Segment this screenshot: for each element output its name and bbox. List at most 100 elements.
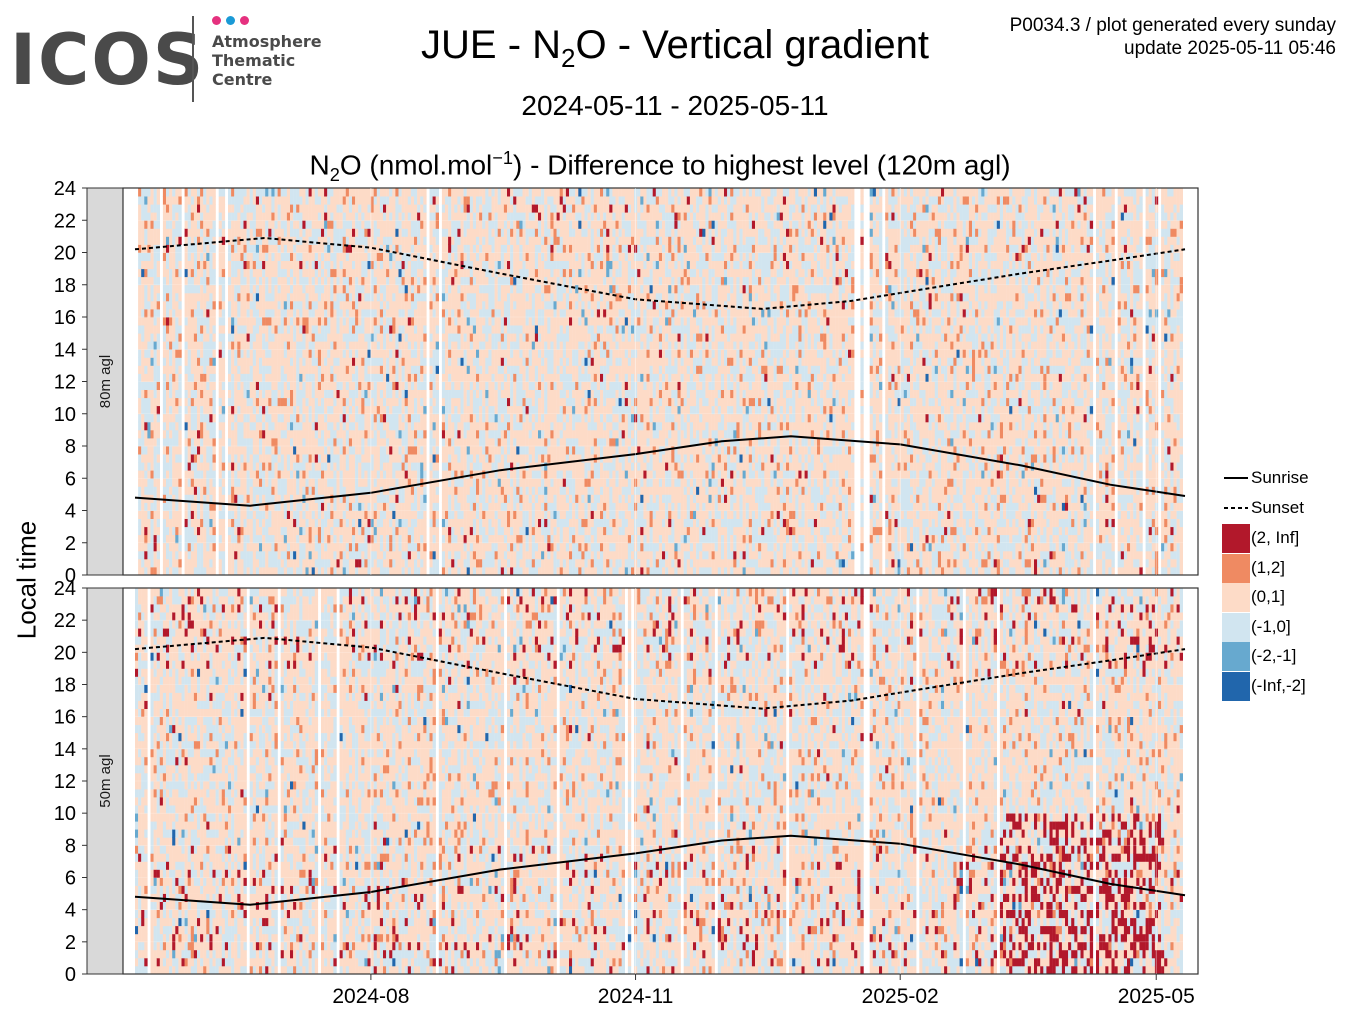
heatmap-cell xyxy=(178,543,181,552)
heatmap-cell xyxy=(284,220,287,229)
heatmap-cell xyxy=(166,236,169,245)
heatmap-cell xyxy=(309,293,312,302)
heatmap-cell xyxy=(147,454,150,463)
heatmap-cell xyxy=(203,406,206,415)
heatmap-cell xyxy=(275,519,278,528)
heatmap-cell xyxy=(222,470,225,479)
heatmap-cell xyxy=(151,212,154,221)
heatmap-cell xyxy=(206,446,209,455)
heatmap-cell xyxy=(256,365,259,374)
heatmap-cell xyxy=(299,236,302,245)
heatmap-cell xyxy=(284,317,287,326)
heatmap-cell xyxy=(299,398,302,407)
heatmap-cell xyxy=(253,438,256,447)
heatmap-cell xyxy=(315,357,318,366)
heatmap-cell xyxy=(169,317,172,326)
heatmap-cell xyxy=(299,244,302,253)
heatmap-cell xyxy=(169,406,172,415)
heatmap-cell xyxy=(144,325,147,334)
heatmap-cell xyxy=(163,220,166,229)
heatmap-cell xyxy=(163,511,166,520)
heatmap-cell xyxy=(268,446,271,455)
heatmap-cell xyxy=(154,470,157,479)
heatmap-cell xyxy=(191,220,194,229)
heatmap-cell xyxy=(144,228,147,237)
heatmap-cell xyxy=(315,309,318,318)
heatmap-cell xyxy=(262,373,265,382)
heatmap-cell xyxy=(268,293,271,302)
heatmap-cell xyxy=(265,212,268,221)
heatmap-cell xyxy=(318,277,321,286)
heatmap-cell xyxy=(138,567,141,576)
heatmap-cell xyxy=(275,261,278,270)
heatmap-cell xyxy=(281,220,284,229)
heatmap-cell xyxy=(299,511,302,520)
heatmap-cell xyxy=(309,511,312,520)
heatmap-cell xyxy=(315,478,318,487)
heatmap-cell xyxy=(259,470,262,479)
heatmap-cell xyxy=(219,261,222,270)
heatmap-cell xyxy=(244,309,247,318)
heatmap-cell xyxy=(213,349,216,358)
heatmap-cell xyxy=(309,220,312,229)
heatmap-cell xyxy=(318,454,321,463)
heatmap-cell xyxy=(247,244,250,253)
heatmap-cell xyxy=(262,269,265,278)
heatmap-cell xyxy=(250,494,253,503)
heatmap-cell xyxy=(141,220,144,229)
heatmap-cell xyxy=(141,543,144,552)
heatmap-cell xyxy=(318,398,321,407)
heatmap-cell xyxy=(271,309,274,318)
heatmap-cell xyxy=(154,559,157,568)
heatmap-cell xyxy=(290,253,293,262)
heatmap-cell xyxy=(240,325,243,334)
heatmap-cell xyxy=(228,253,231,262)
heatmap-cell xyxy=(306,478,309,487)
heatmap-cell xyxy=(163,559,166,568)
heatmap-cell xyxy=(271,277,274,286)
heatmap-cell xyxy=(244,317,247,326)
heatmap-cell xyxy=(209,212,212,221)
heatmap-cell xyxy=(240,220,243,229)
heatmap-cell xyxy=(250,535,253,544)
heatmap-cell xyxy=(271,414,274,423)
heatmap-cell xyxy=(206,325,209,334)
heatmap-cell xyxy=(293,398,296,407)
heatmap-cell xyxy=(284,470,287,479)
heatmap-cell xyxy=(281,349,284,358)
heatmap-cell xyxy=(250,382,253,391)
heatmap-cell xyxy=(151,470,154,479)
heatmap-cell xyxy=(262,422,265,431)
heatmap-cell xyxy=(163,462,166,471)
heatmap-cell xyxy=(296,341,299,350)
heatmap-cell xyxy=(278,438,281,447)
heatmap-cell xyxy=(302,373,305,382)
heatmap-cell xyxy=(206,390,209,399)
heatmap-cell xyxy=(271,430,274,439)
heatmap-cell xyxy=(262,567,265,576)
heatmap-cell xyxy=(191,212,194,221)
heatmap-cell xyxy=(250,220,253,229)
heatmap-cell xyxy=(169,422,172,431)
heatmap-cell xyxy=(275,341,278,350)
heatmap-cell xyxy=(315,293,318,302)
heatmap-cell xyxy=(219,365,222,374)
heatmap-cell xyxy=(144,422,147,431)
heatmap-cell xyxy=(178,357,181,366)
heatmap-cell xyxy=(231,333,234,342)
heatmap-cell xyxy=(200,382,203,391)
heatmap-cell xyxy=(157,204,160,213)
heatmap-cell xyxy=(265,543,268,552)
heatmap-cell xyxy=(293,212,296,221)
heatmap-cell xyxy=(200,188,203,197)
heatmap-cell xyxy=(166,277,169,286)
heatmap-cell xyxy=(244,406,247,415)
heatmap-cell xyxy=(147,470,150,479)
heatmap-cell xyxy=(247,269,250,278)
heatmap-cell xyxy=(271,478,274,487)
heatmap-cell xyxy=(265,511,268,520)
heatmap-cell xyxy=(144,511,147,520)
heatmap-cell xyxy=(163,390,166,399)
heatmap-cell xyxy=(234,325,237,334)
heatmap-cell xyxy=(244,478,247,487)
